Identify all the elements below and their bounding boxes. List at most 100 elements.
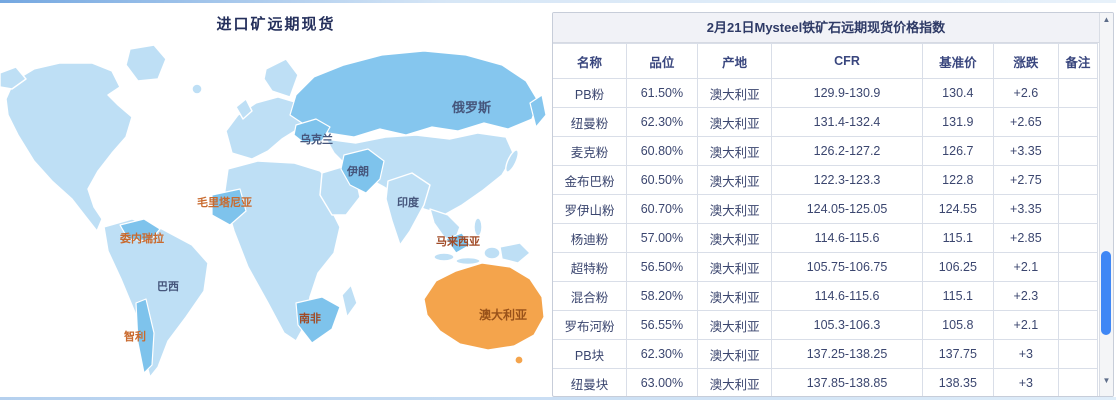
cell-remark [1057, 136, 1099, 166]
country-sumatra [433, 252, 455, 262]
country-chile[interactable] [135, 298, 155, 374]
map-label-venezuela: 委内瑞拉 [120, 233, 164, 245]
table-row: 金布巴粉 60.50% 澳大利亚 122.3-123.3 122.8 +2.75 [553, 165, 1099, 195]
price-table-panel: 2月21日Mysteel铁矿石远期现货价格指数 名称 品位 产地 CFR 基准价 涨跌 备注… [552, 12, 1114, 397]
country-new-guinea [499, 242, 531, 264]
table-header-row: 名称 品位 产地 CFR 基准价 涨跌 备注 [553, 43, 1099, 79]
country-venezuela[interactable] [119, 218, 161, 242]
map-label-brazil: 巴西 [157, 281, 179, 293]
cell-change: +2.3 [992, 281, 1059, 311]
cell-name: PB块 [553, 339, 627, 369]
table-row: PB粉 61.50% 澳大利亚 129.9-130.9 130.4 +2.6 [553, 78, 1099, 108]
cell-grade: 58.20% [626, 281, 698, 311]
country-kamchatka [529, 94, 547, 128]
cell-origin: 澳大利亚 [696, 165, 773, 195]
cell-cfr: 114.6-115.6 [771, 223, 923, 253]
col-header-grade: 品位 [626, 43, 698, 79]
country-australia[interactable] [423, 262, 545, 351]
cell-remark [1057, 107, 1099, 137]
cell-remark [1057, 281, 1099, 311]
cell-origin: 澳大利亚 [696, 136, 773, 166]
country-malaysia[interactable] [445, 232, 471, 254]
table-title: 2月21日Mysteel铁矿石远期现货价格指数 [553, 13, 1100, 43]
cell-base-price: 122.8 [921, 165, 994, 195]
cell-change: +2.1 [992, 252, 1059, 282]
country-ukraine[interactable] [293, 118, 331, 144]
cell-cfr: 122.3-123.3 [771, 165, 923, 195]
scroll-up-arrow-icon[interactable]: ▲ [1102, 15, 1111, 24]
country-iran[interactable] [340, 148, 385, 194]
cell-name: 罗布河粉 [553, 310, 627, 340]
col-header-origin: 产地 [696, 43, 773, 79]
table-row: 超特粉 56.50% 澳大利亚 105.75-106.75 106.25 +2.1 [553, 252, 1099, 282]
country-south-africa[interactable] [295, 296, 341, 344]
cell-origin: 澳大利亚 [696, 78, 773, 108]
cell-origin: 澳大利亚 [696, 194, 773, 224]
cell-cfr: 129.9-130.9 [771, 78, 923, 108]
cell-change: +2.65 [992, 107, 1059, 137]
cell-origin: 澳大利亚 [696, 252, 773, 282]
cell-name: 纽曼块 [553, 368, 627, 396]
cell-base-price: 131.9 [921, 107, 994, 137]
cell-remark [1057, 223, 1099, 253]
cell-grade: 57.00% [626, 223, 698, 253]
cell-name: PB粉 [553, 78, 627, 108]
country-mauritania[interactable] [211, 188, 247, 226]
cell-remark [1057, 252, 1099, 282]
cell-cfr: 126.2-127.2 [771, 136, 923, 166]
cell-cfr: 105.3-106.3 [771, 310, 923, 340]
scroll-down-arrow-icon[interactable]: ▼ [1102, 376, 1111, 385]
country-india [385, 172, 431, 246]
cell-base-price: 138.35 [921, 368, 994, 396]
country-madagascar [341, 284, 358, 318]
cell-change: +3.35 [992, 136, 1059, 166]
cell-remark [1057, 194, 1099, 224]
cell-grade: 62.30% [626, 107, 698, 137]
col-header-remark: 备注 [1057, 43, 1099, 79]
map-label-mauritania: 毛里塔尼亚 [197, 197, 252, 209]
cell-name: 混合粉 [553, 281, 627, 311]
country-north-america [5, 62, 133, 232]
cell-grade: 62.30% [626, 339, 698, 369]
table-row: 麦克粉 60.80% 澳大利亚 126.2-127.2 126.7 +3.35 [553, 136, 1099, 166]
map-label-india: 印度 [397, 197, 419, 209]
cell-remark [1057, 368, 1099, 396]
country-java [455, 256, 481, 266]
scrollbar-thumb[interactable] [1101, 251, 1111, 335]
table-row: 纽曼块 63.00% 澳大利亚 137.85-138.85 138.35 +3 [553, 368, 1099, 396]
cell-name: 麦克粉 [553, 136, 627, 166]
cell-remark [1057, 165, 1099, 195]
top-edge-strip [0, 0, 1116, 3]
cell-grade: 60.50% [626, 165, 698, 195]
cell-grade: 60.80% [626, 136, 698, 166]
cell-cfr: 137.25-138.25 [771, 339, 923, 369]
country-scandinavia [263, 58, 299, 98]
map-label-malaysia: 马来西亚 [436, 236, 480, 248]
cell-name: 金布巴粉 [553, 165, 627, 195]
country-uk [235, 98, 253, 120]
price-table: 名称 品位 产地 CFR 基准价 涨跌 备注 PB粉 61.50% 澳大利亚 129.9-130.… [553, 43, 1099, 396]
cell-change: +3.35 [992, 194, 1059, 224]
cell-base-price: 126.7 [921, 136, 994, 166]
country-tasmania [514, 355, 524, 365]
cell-remark [1057, 310, 1099, 340]
cell-origin: 澳大利亚 [696, 281, 773, 311]
cell-cfr: 124.05-125.05 [771, 194, 923, 224]
map-label-south-africa: 南非 [299, 313, 321, 325]
cell-base-price: 137.75 [921, 339, 994, 369]
vertical-scrollbar[interactable]: ▲ ▼ [1099, 13, 1113, 396]
cell-base-price: 115.1 [921, 223, 994, 253]
table-row: 杨迪粉 57.00% 澳大利亚 114.6-115.6 115.1 +2.85 [553, 223, 1099, 253]
cell-cfr: 105.75-106.75 [771, 252, 923, 282]
cell-origin: 澳大利亚 [696, 107, 773, 137]
cell-grade: 61.50% [626, 78, 698, 108]
cell-change: +2.6 [992, 78, 1059, 108]
map-label-russia: 俄罗斯 [452, 100, 492, 115]
country-iceland [191, 83, 203, 95]
world-map [0, 44, 547, 378]
country-borneo [483, 246, 501, 260]
table-body: PB粉 61.50% 澳大利亚 129.9-130.9 130.4 +2.6 纽曼粉 62.3… [553, 78, 1099, 396]
country-philippines [473, 217, 483, 237]
country-russia[interactable] [289, 50, 539, 138]
table-row: PB块 62.30% 澳大利亚 137.25-138.25 137.75 +3 [553, 339, 1099, 369]
